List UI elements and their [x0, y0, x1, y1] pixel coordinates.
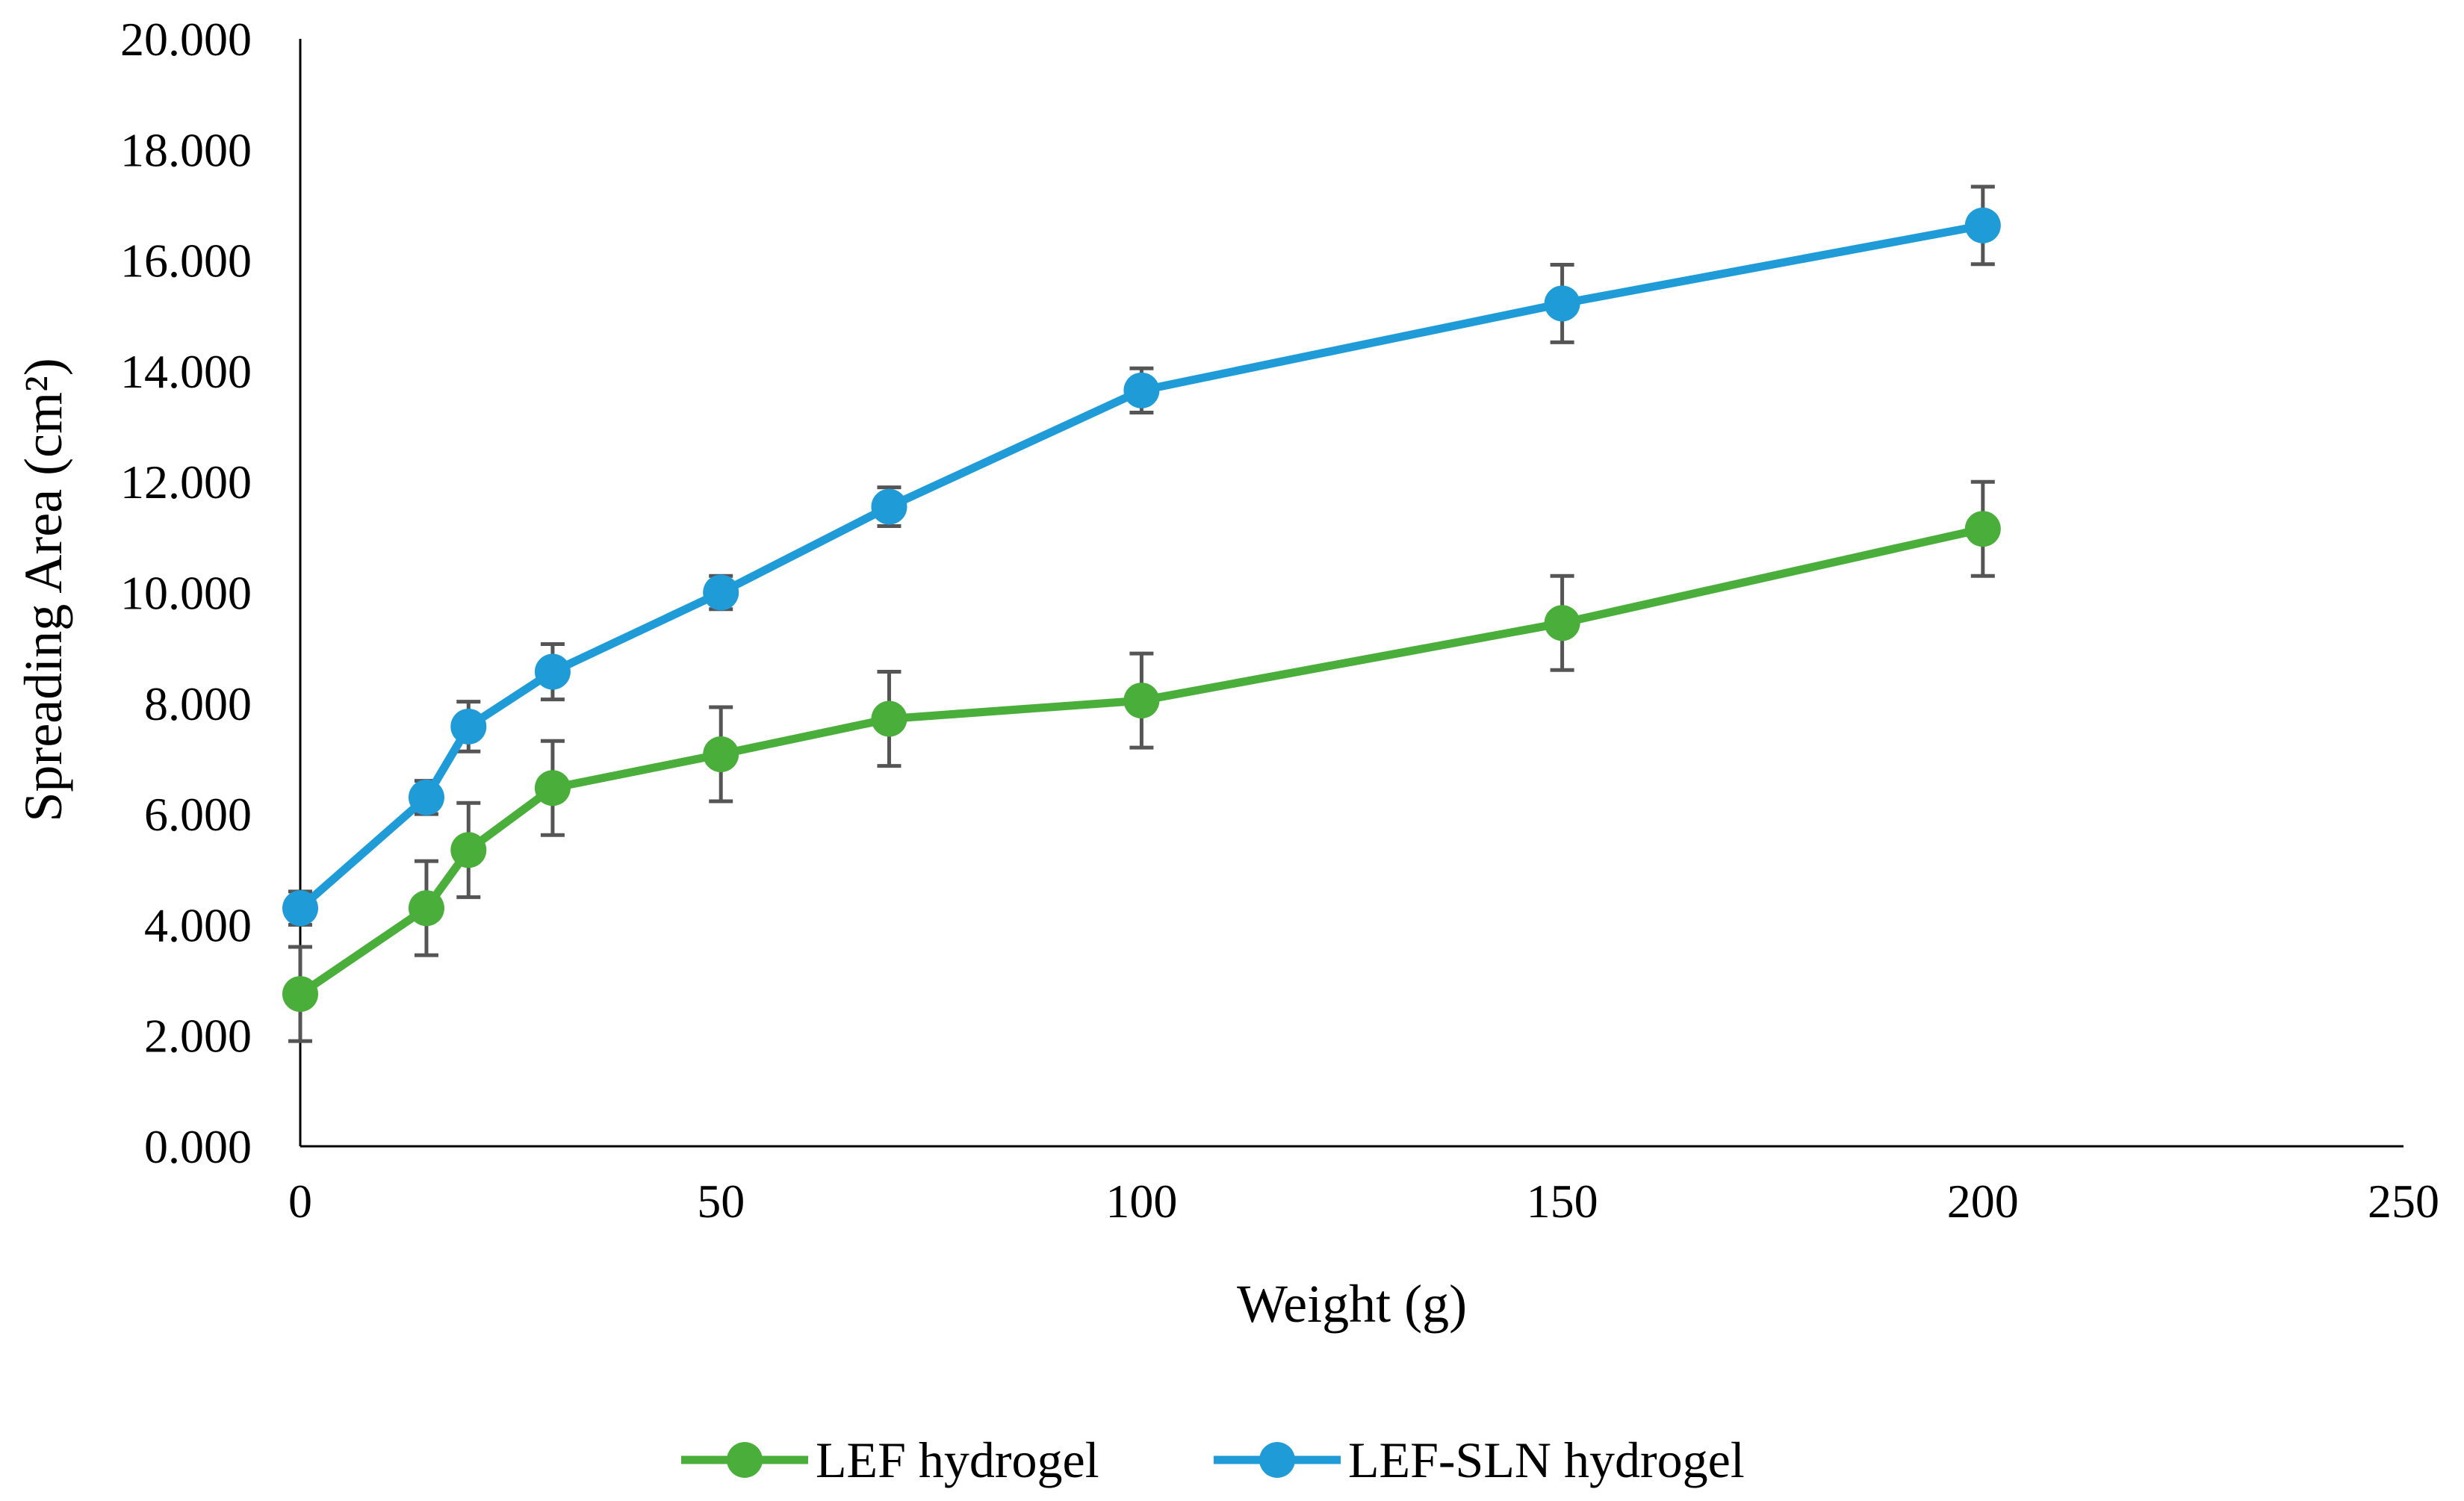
data-point	[408, 779, 444, 815]
data-point	[703, 736, 739, 773]
legend-marker	[1259, 1442, 1295, 1478]
legend-label: LEF hydrogel	[816, 1432, 1099, 1488]
data-point	[534, 653, 571, 690]
data-point	[282, 890, 318, 927]
data-point	[871, 488, 907, 525]
y-tick-label: 0.000	[144, 1120, 252, 1173]
data-series	[282, 184, 2001, 1043]
data-point	[450, 832, 487, 868]
x-axis-title: Weight (g)	[1237, 1274, 1467, 1334]
y-tick-label: 20.000	[120, 13, 252, 66]
y-tick-label: 10.000	[120, 567, 252, 620]
y-tick-label: 8.000	[144, 677, 252, 730]
y-tick-label: 18.000	[120, 123, 252, 176]
data-point	[1123, 372, 1160, 408]
axes	[299, 39, 2404, 1148]
data-point	[1964, 511, 2001, 547]
data-point	[450, 708, 487, 745]
data-point	[703, 574, 739, 611]
data-point	[871, 700, 907, 737]
series-lef-sln-hydrogel	[282, 184, 2001, 927]
y-tick-label: 4.000	[144, 898, 252, 951]
legend-item: LEF hydrogel	[681, 1432, 1099, 1488]
x-tick-label: 100	[1105, 1175, 1177, 1228]
tick-labels: 0.000 2.000 4.000 6.000 8.000 10.000 12.000 14.…	[120, 13, 2439, 1228]
series-lef-hydrogel	[282, 479, 2001, 1043]
data-point	[1123, 683, 1160, 719]
data-point	[408, 890, 444, 927]
data-point	[1544, 605, 1580, 641]
y-tick-label: 2.000	[144, 1010, 252, 1063]
y-tick-label: 14.000	[120, 345, 252, 398]
legend: LEF hydrogel LEF-SLN hydrogel	[681, 1432, 1745, 1488]
y-tick-label: 6.000	[144, 788, 252, 841]
y-tick-label: 12.000	[120, 456, 252, 509]
data-point	[1964, 207, 2001, 243]
legend-item: LEF-SLN hydrogel	[1214, 1432, 1745, 1488]
legend-label: LEF-SLN hydrogel	[1348, 1432, 1745, 1488]
y-axis-title: Spreading Area (cm²)	[13, 358, 73, 821]
x-tick-label: 150	[1527, 1175, 1598, 1228]
x-tick-label: 0	[288, 1175, 312, 1228]
y-tick-label: 16.000	[120, 234, 252, 288]
data-point	[1544, 285, 1580, 322]
x-tick-label: 200	[1947, 1175, 2019, 1228]
x-tick-label: 250	[2368, 1175, 2439, 1228]
data-point	[534, 770, 571, 807]
legend-marker	[727, 1442, 763, 1478]
x-tick-label: 50	[697, 1175, 745, 1228]
data-point	[282, 976, 318, 1013]
